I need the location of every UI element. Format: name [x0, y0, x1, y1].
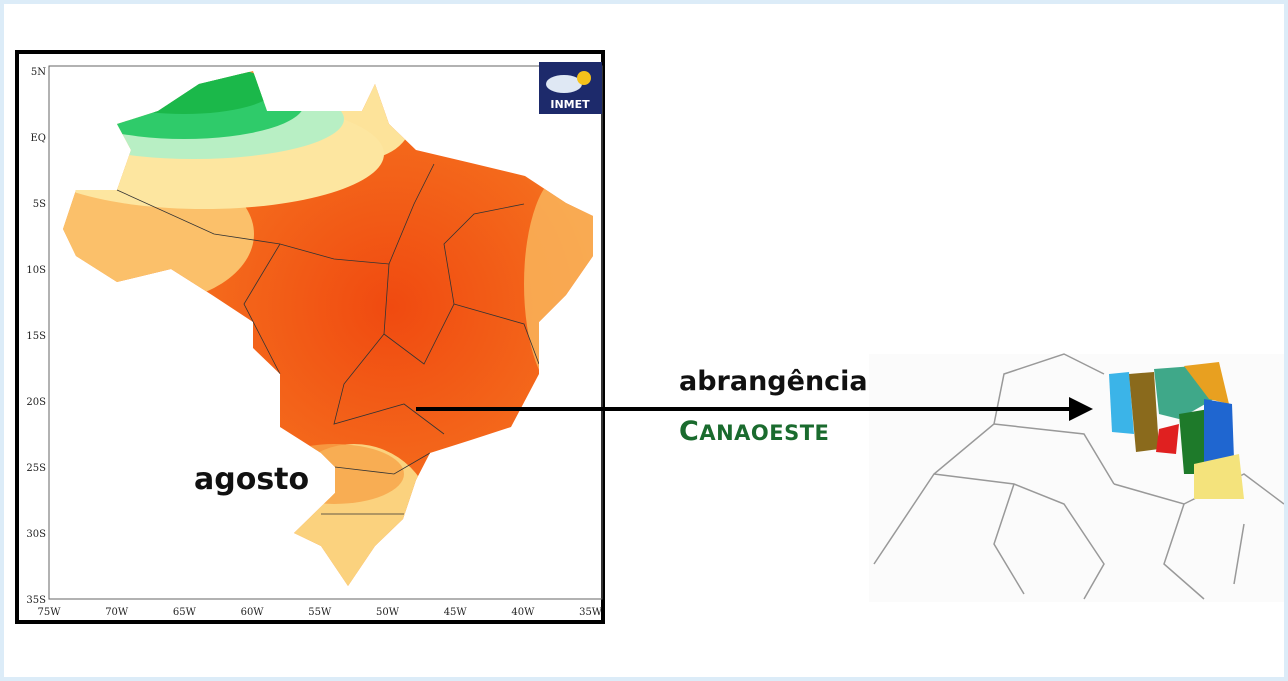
lon-label: 65W [173, 607, 197, 618]
plot-area [48, 65, 603, 600]
lon-label: 60W [241, 607, 265, 618]
lon-label: 40W [511, 607, 535, 618]
lat-label: 25S [26, 463, 46, 474]
annotation-line1: abrangência [679, 366, 868, 397]
logo-text: INMET [550, 98, 590, 111]
lat-label: 5N [31, 67, 46, 78]
lat-label: 5S [33, 199, 46, 210]
lat-label: 30S [26, 529, 46, 540]
canvas: INMET agosto 5N EQ 5S 10S 15S 20S 25S 30S 35S75W… [15, 50, 1284, 624]
month-label: agosto [194, 462, 309, 497]
lat-label: 20S [26, 397, 46, 408]
lon-label: 75W [37, 607, 61, 618]
lon-label: 50W [376, 607, 400, 618]
lon-label: 70W [105, 607, 129, 618]
annotation-line2: CANAOESTE [679, 416, 830, 447]
lat-label: EQ [31, 133, 47, 144]
lat-label: 35S [26, 595, 46, 606]
lat-label: 15S [26, 331, 46, 342]
lon-label: 45W [444, 607, 468, 618]
lon-label: 35W [579, 607, 603, 618]
region-map [869, 353, 1284, 602]
lon-label: 55W [308, 607, 332, 618]
lat-label: 10S [26, 265, 46, 276]
